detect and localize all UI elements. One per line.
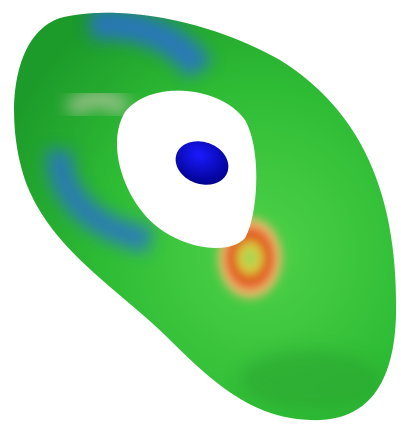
inner-blob [175,141,229,185]
